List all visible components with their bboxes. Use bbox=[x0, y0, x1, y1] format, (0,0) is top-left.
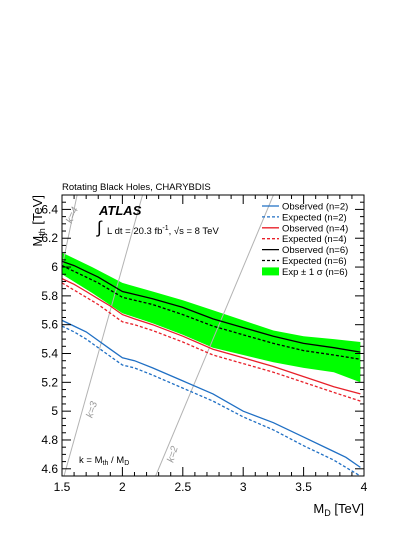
y-tick-label: 6.2 bbox=[41, 231, 58, 245]
svg-text:L dt = 20.3 fb-1, √s = 8 TeV: L dt = 20.3 fb-1, √s = 8 TeV bbox=[107, 225, 219, 237]
k-line-4 bbox=[62, 195, 78, 270]
y-tick-label: 5 bbox=[51, 404, 58, 418]
series-line-5 bbox=[62, 265, 361, 360]
x-axis-label: MD [TeV] bbox=[313, 501, 364, 518]
legend-swatch-band bbox=[262, 267, 279, 276]
svg-text:∫: ∫ bbox=[96, 218, 103, 237]
k-line-3 bbox=[63, 195, 144, 476]
k-line-2 bbox=[155, 195, 274, 476]
series-line-3 bbox=[62, 282, 361, 402]
k-line-label-2: k=2 bbox=[165, 445, 180, 464]
legend-label-0: Observed (n=2) bbox=[282, 202, 348, 213]
legend-label-1: Expected (n=2) bbox=[282, 212, 347, 223]
legend-label-3: Expected (n=4) bbox=[282, 234, 347, 245]
y-tick-label: 5.4 bbox=[41, 347, 58, 361]
legend: Observed (n=2)Expected (n=2)Observed (n=… bbox=[262, 202, 348, 278]
k-line-label-4: k=4 bbox=[64, 205, 81, 225]
k-definition: k = Mth / MD bbox=[79, 455, 129, 467]
series-line-2 bbox=[62, 278, 361, 395]
series-line-0 bbox=[62, 319, 361, 468]
k-line-label-3: k=3 bbox=[85, 400, 101, 419]
legend-label-band: Exp ± 1 σ (n=6) bbox=[282, 267, 348, 278]
x-tick-label: 2.5 bbox=[174, 480, 191, 494]
plot-frame bbox=[61, 194, 365, 477]
exp-1sigma-band bbox=[62, 252, 361, 383]
y-tick-label: 5.6 bbox=[41, 318, 58, 332]
legend-label-2: Observed (n=4) bbox=[282, 223, 348, 234]
series-line-1 bbox=[62, 325, 361, 476]
legend-label-4: Observed (n=6) bbox=[282, 245, 348, 256]
y-tick-label: 4.8 bbox=[41, 433, 58, 447]
y-tick-label: 6 bbox=[51, 260, 58, 274]
chart-title: Rotating Black Holes, CHARYBDIS bbox=[62, 182, 211, 193]
x-tick-label: 4 bbox=[361, 480, 368, 494]
x-tick-label: 1.5 bbox=[54, 480, 71, 494]
y-tick-label: 4.6 bbox=[41, 462, 58, 476]
y-tick-label: 5.2 bbox=[41, 375, 58, 389]
x-tick-label: 3.5 bbox=[295, 480, 312, 494]
series-line-4 bbox=[62, 260, 361, 353]
y-tick-label: 6.4 bbox=[41, 202, 58, 216]
legend-label-5: Expected (n=6) bbox=[282, 256, 347, 267]
x-tick-label: 2 bbox=[119, 480, 126, 494]
atlas-label: ATLAS bbox=[98, 203, 142, 218]
x-tick-label: 3 bbox=[240, 480, 247, 494]
luminosity-label: ∫ L dt = 20.3 fb-1, √s = 8 TeV bbox=[96, 218, 219, 237]
y-tick-label: 5.8 bbox=[41, 289, 58, 303]
y-axis-label: Mth [TeV] bbox=[30, 195, 47, 247]
